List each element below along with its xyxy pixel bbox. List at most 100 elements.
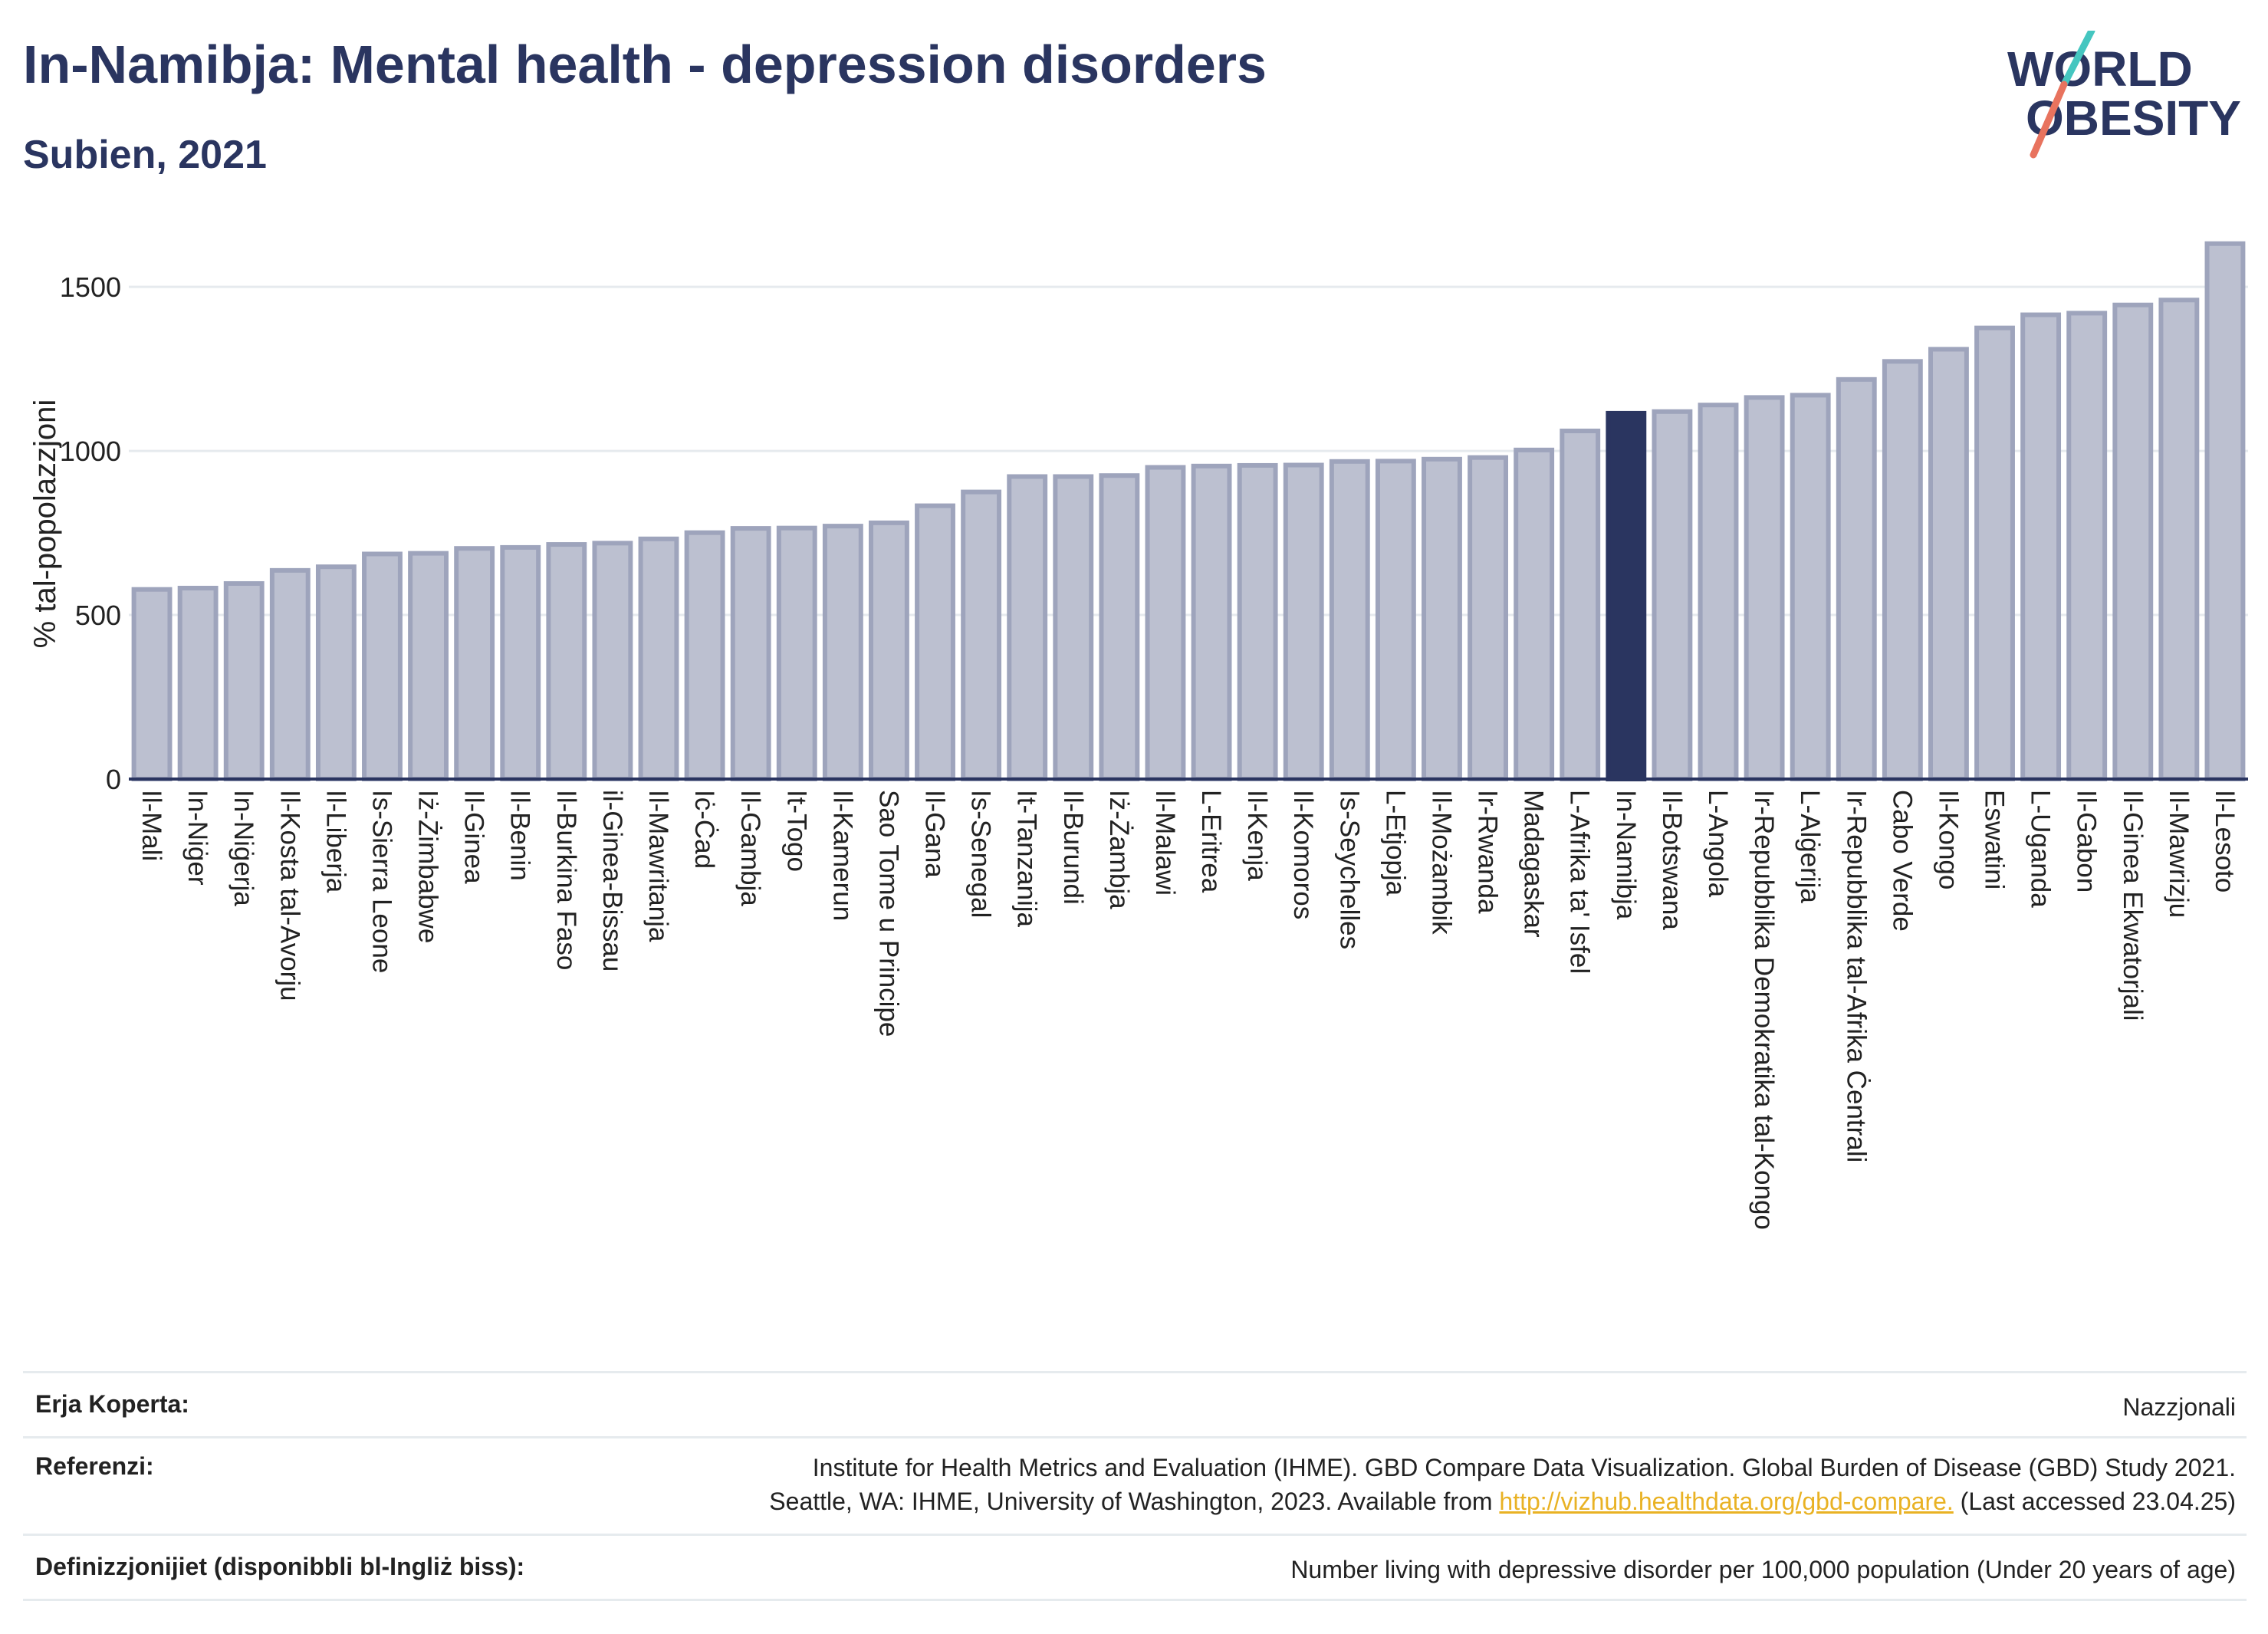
bar <box>915 503 955 781</box>
x-tick-label: Sao Tome u Principe <box>873 790 903 1037</box>
bar <box>1283 462 1324 782</box>
bar <box>1882 359 1923 781</box>
x-tick-label: Il-Botswana <box>1657 790 1687 930</box>
x-tick-label: In-Niġer <box>182 790 212 886</box>
x-tick-label: Il-Mali <box>136 790 166 861</box>
x-tick-label: L-Angola <box>1703 790 1733 898</box>
x-tick-label: Ir-Repubblika tal-Afrika Ċentrali <box>1841 790 1871 1162</box>
x-tick-label: Il-Kamerun <box>827 790 857 921</box>
x-tick-label: Ir-Rwanda <box>1473 790 1503 914</box>
bar <box>315 564 357 781</box>
x-tick-label: Il-Benin <box>505 790 535 881</box>
x-tick-label: L-Uganda <box>2026 790 2056 908</box>
bar <box>500 544 541 782</box>
references-value: Institute for Health Metrics and Evaluat… <box>769 1451 2236 1518</box>
x-tick-label: Cabo Verde <box>1887 790 1917 932</box>
references-line1: Institute for Health Metrics and Evaluat… <box>812 1454 2236 1481</box>
bar <box>2204 241 2246 781</box>
references-label: Referenzi: <box>35 1452 154 1480</box>
x-tick-label: L-Etjopja <box>1380 790 1410 896</box>
definitions-value: Number living with depressive disorder p… <box>1290 1556 2236 1583</box>
bar <box>1836 376 1877 781</box>
x-tick-label: L-Alġerija <box>1795 790 1825 903</box>
x-tick-label: Is-Seychelles <box>1334 790 1364 949</box>
x-tick-label: It-Togo <box>781 790 811 872</box>
bar <box>1928 347 1969 782</box>
x-tick-label: Il-Komoros <box>1288 790 1318 919</box>
bar <box>1099 473 1140 781</box>
x-tick-label: Il-Lesoto <box>2210 790 2240 893</box>
x-tick-label: il-Ginea-Bissau <box>597 790 627 972</box>
coverage-value: Nazzjonali <box>2122 1393 2236 1421</box>
bar <box>730 526 771 781</box>
bar <box>131 587 173 781</box>
references-line2-pre: Seattle, WA: IHME, University of Washing… <box>769 1488 1500 1515</box>
y-tick-label: 500 <box>75 600 121 631</box>
coverage-label: Erja Koperta: <box>35 1390 189 1418</box>
x-tick-label: Il-Burundi <box>1058 790 1088 905</box>
bar <box>1514 447 1555 781</box>
x-tick-label: Il-Gana <box>920 790 950 878</box>
x-tick-label: Ir-Repubblika Demokratika tal-Kongo <box>1749 790 1779 1230</box>
x-tick-label: Il-Malawi <box>1150 790 1180 896</box>
chart-title: In-Namibja: Mental health - depression d… <box>23 35 1267 94</box>
bar <box>1237 462 1278 781</box>
chart-subtitle: Subien, 2021 <box>23 133 267 177</box>
bar <box>362 551 403 781</box>
footer-table: Erja Koperta: Nazzjonali Referenzi: Inst… <box>23 1371 2247 1601</box>
y-ticks: 0 500 1000 1500 <box>60 271 121 795</box>
bar <box>1652 409 1693 781</box>
bar <box>1145 465 1186 781</box>
x-tick-label: Il-Możambik <box>1426 790 1456 935</box>
logo-line2: OBESITY <box>2026 90 2241 146</box>
x-tick-label: In-Niġerja <box>228 790 258 906</box>
bar <box>1007 474 1048 781</box>
x-tick-label: L-Afrika ta' Isfel <box>1565 790 1595 974</box>
x-tick-label: Il-Liberja <box>320 790 350 893</box>
x-tick-label: Il-Ginea <box>459 790 489 884</box>
bar <box>177 585 219 781</box>
bar <box>1053 474 1094 781</box>
x-tick-label: Is-Senegal <box>966 790 996 918</box>
bar <box>684 530 725 781</box>
references-link[interactable]: http://vizhub.healthdata.org/gbd-compare… <box>1499 1488 1954 1515</box>
x-tick-label: Il-Kenja <box>1242 790 1272 881</box>
bar <box>1422 456 1462 781</box>
bar <box>1191 463 1232 781</box>
y-tick-label: 0 <box>106 764 121 795</box>
logo-line1: WORLD <box>2007 41 2193 97</box>
bar <box>638 536 679 781</box>
x-tick-label: Il-Kosta tal-Avorju <box>274 790 304 1001</box>
bar <box>776 525 817 781</box>
y-axis-label: % tal-popolazzjoni <box>28 399 62 649</box>
bar <box>822 524 863 781</box>
bar <box>1974 325 2015 781</box>
bar <box>869 520 909 781</box>
x-tick-label: Il-Mawritanja <box>643 790 673 942</box>
x-tick-label: In-Namibja <box>1611 790 1641 920</box>
logo-slash-teal <box>2060 31 2095 88</box>
bar <box>1329 459 1370 782</box>
bar <box>223 580 265 782</box>
bar <box>408 551 449 781</box>
bar <box>546 542 587 781</box>
bar <box>1790 393 1831 782</box>
bar <box>1375 459 1416 781</box>
x-tick-label: It-Tanzanija <box>1012 790 1042 928</box>
bar <box>1560 429 1601 782</box>
world-obesity-logo: WORLD OBESITY <box>2007 31 2241 159</box>
x-tick-label: Il-Gambja <box>735 790 765 906</box>
references-line2-post: (Last accessed 23.04.25) <box>1953 1488 2236 1515</box>
definitions-label: Definizzjonijiet (disponibbli bl-Ingliż … <box>35 1553 525 1580</box>
x-tick-label: Iż-Żimbabwe <box>413 790 443 943</box>
x-tick-label: Il-Ginea Ekwatorjali <box>2118 790 2148 1021</box>
x-tick-label: Eswatini <box>1980 790 2010 889</box>
x-tick-label: Iċ-Ċad <box>689 790 719 869</box>
bar-highlight <box>1606 410 1647 781</box>
bar <box>2158 298 2200 781</box>
bar <box>269 567 311 781</box>
bar <box>2020 312 2062 781</box>
bar <box>1698 403 1739 782</box>
x-tick-label: Il-Mawrizju <box>2164 790 2194 918</box>
